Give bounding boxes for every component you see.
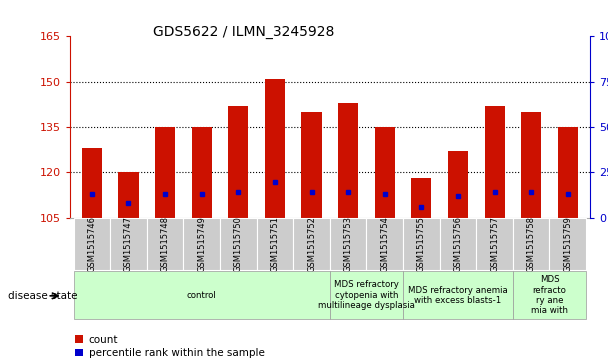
Bar	[550, 218, 586, 270]
Bar	[367, 218, 403, 270]
Legend: count, percentile rank within the sample: count, percentile rank within the sample	[75, 335, 264, 358]
Bar	[330, 218, 367, 270]
Text: MDS
refracto
ry ane
mia with: MDS refracto ry ane mia with	[531, 275, 568, 315]
Text: GSM1515757: GSM1515757	[490, 216, 499, 272]
Bar	[476, 218, 513, 270]
Bar	[558, 127, 578, 218]
Bar	[521, 112, 541, 218]
Text: GSM1515754: GSM1515754	[380, 216, 389, 272]
Bar	[155, 127, 175, 218]
Bar	[338, 103, 358, 218]
Text: GSM1515747: GSM1515747	[124, 216, 133, 272]
Text: GSM1515746: GSM1515746	[88, 216, 97, 272]
Text: GSM1515755: GSM1515755	[417, 216, 426, 272]
Bar	[257, 218, 293, 270]
Bar	[82, 148, 102, 218]
Bar	[119, 172, 139, 218]
Bar	[375, 127, 395, 218]
Bar	[293, 218, 330, 270]
Bar	[220, 218, 257, 270]
Bar	[513, 218, 550, 270]
Text: GSM1515751: GSM1515751	[271, 216, 280, 272]
Text: GSM1515758: GSM1515758	[527, 216, 536, 272]
Bar	[330, 272, 403, 319]
Bar	[302, 112, 322, 218]
Text: GSM1515752: GSM1515752	[307, 216, 316, 272]
Bar	[448, 151, 468, 218]
Bar	[110, 218, 147, 270]
Bar	[74, 218, 110, 270]
Text: disease state: disease state	[8, 291, 77, 301]
Text: GSM1515759: GSM1515759	[563, 216, 572, 272]
Text: GSM1515748: GSM1515748	[161, 216, 170, 272]
Text: GSM1515756: GSM1515756	[454, 216, 463, 272]
Bar	[403, 272, 513, 319]
Text: control: control	[187, 291, 216, 300]
Bar	[411, 179, 432, 218]
Bar	[192, 127, 212, 218]
Bar	[513, 272, 586, 319]
Bar	[265, 79, 285, 218]
Text: GDS5622 / ILMN_3245928: GDS5622 / ILMN_3245928	[153, 25, 334, 40]
Bar	[228, 106, 249, 218]
Text: GSM1515753: GSM1515753	[344, 216, 353, 272]
Text: GSM1515749: GSM1515749	[197, 216, 206, 272]
Text: MDS refractory anemia
with excess blasts-1: MDS refractory anemia with excess blasts…	[408, 286, 508, 305]
Bar	[74, 272, 330, 319]
Bar	[184, 218, 220, 270]
Bar	[440, 218, 476, 270]
Bar	[485, 106, 505, 218]
Bar	[403, 218, 440, 270]
Text: MDS refractory
cytopenia with
multilineage dysplasia: MDS refractory cytopenia with multilinea…	[318, 280, 415, 310]
Text: GSM1515750: GSM1515750	[234, 216, 243, 272]
Bar	[147, 218, 184, 270]
